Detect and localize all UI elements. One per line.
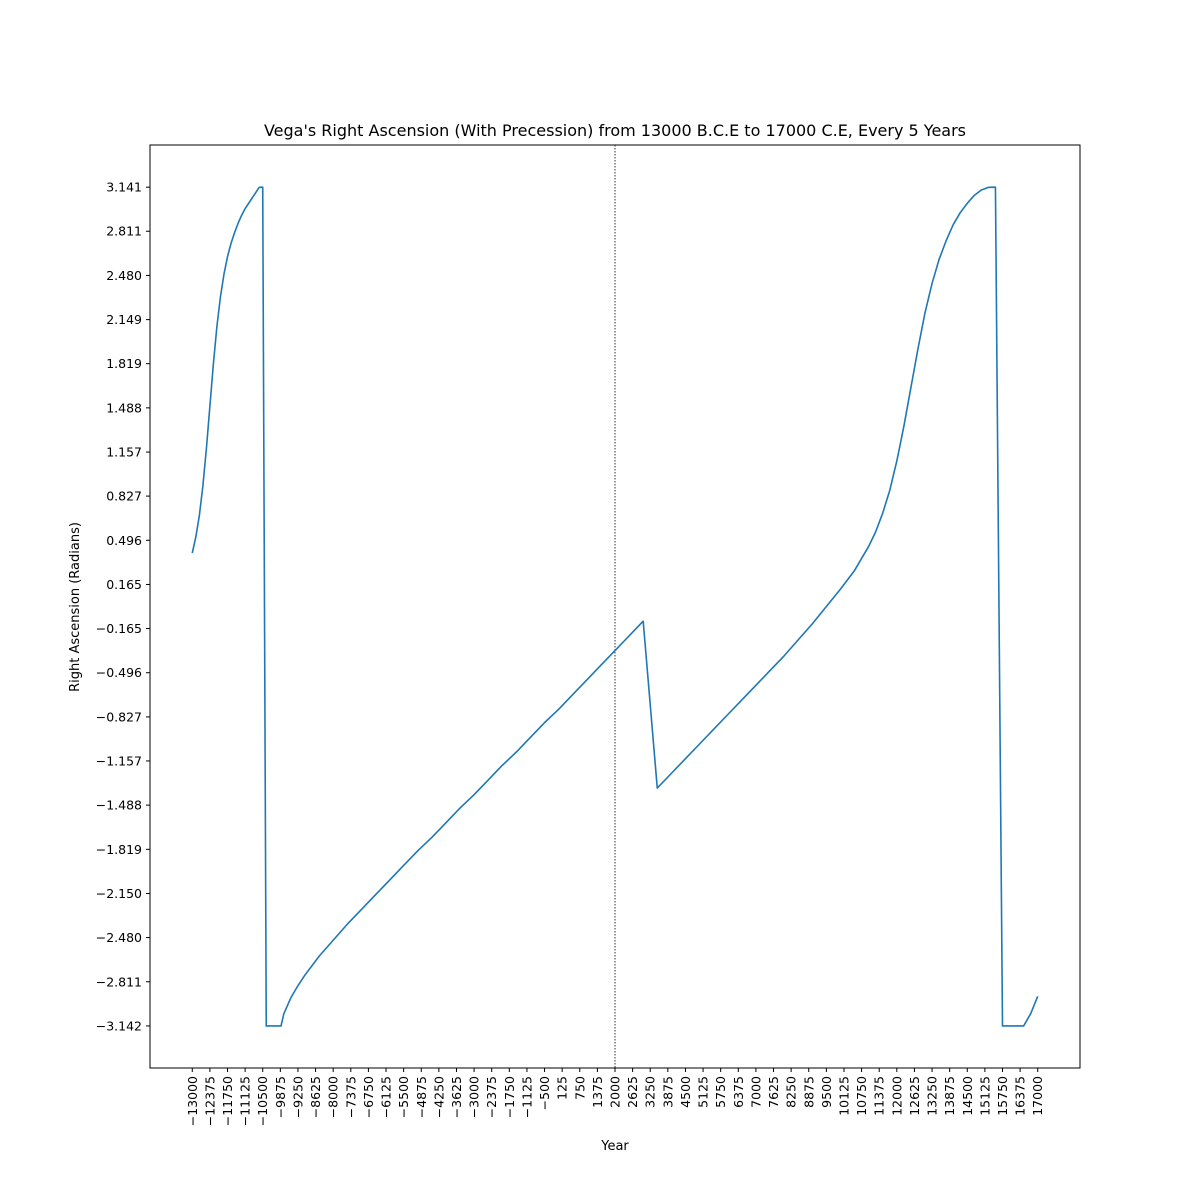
y-tick-label: 0.827: [106, 489, 142, 504]
x-tick-label: 12625: [907, 1076, 922, 1116]
x-tick-label: −6750: [361, 1076, 376, 1118]
x-tick-label: 13250: [925, 1076, 940, 1116]
x-tick-label: −8625: [308, 1076, 323, 1118]
x-tick-label: −5500: [396, 1076, 411, 1118]
x-tick-label: 12000: [889, 1076, 904, 1116]
y-tick-label: −2.480: [96, 930, 142, 945]
y-axis-label: Right Ascension (Radians): [68, 522, 83, 692]
x-tick-label: −4250: [431, 1076, 446, 1118]
y-tick-label: −0.165: [96, 621, 142, 636]
y-tick-label: 2.149: [106, 312, 142, 327]
x-tick-label: 750: [572, 1076, 587, 1100]
x-tick-label: 4500: [678, 1076, 693, 1108]
x-tick-label: −7375: [343, 1076, 358, 1118]
x-tick-label: −9250: [290, 1076, 305, 1118]
x-tick-label: −13000: [185, 1076, 200, 1126]
x-tick-label: 3250: [643, 1076, 658, 1108]
x-tick-label: 3875: [660, 1076, 675, 1108]
y-tick-label: 0.165: [106, 577, 142, 592]
x-tick-label: 6375: [731, 1076, 746, 1108]
x-tick-label: 8250: [784, 1076, 799, 1108]
x-tick-label: −11750: [220, 1076, 235, 1126]
y-tick-label: 2.811: [106, 224, 142, 239]
x-tick-label: 8875: [801, 1076, 816, 1108]
x-tick-label: 1375: [590, 1076, 605, 1108]
series-line-0: [191, 186, 1039, 1027]
y-tick-label: 1.488: [106, 400, 142, 415]
x-tick-label: −12375: [202, 1076, 217, 1126]
x-tick-label: 16375: [1013, 1076, 1028, 1116]
x-tick-label: −9875: [273, 1076, 288, 1118]
plot-frame: [149, 144, 1081, 1069]
x-tick-label: 11375: [872, 1076, 887, 1116]
x-tick-label: 14500: [960, 1076, 975, 1116]
x-axis-ticks: −13000 −12375 −11750 −11125 −10500 −9875 −9250…: [185, 1068, 1045, 1126]
x-tick-label: 2625: [625, 1076, 640, 1108]
chart-title: Vega's Right Ascension (With Precession)…: [264, 121, 966, 140]
x-tick-label: −3625: [449, 1076, 464, 1118]
x-tick-label: −6125: [379, 1076, 394, 1118]
x-tick-label: 7625: [766, 1076, 781, 1108]
x-tick-label: 17000: [1030, 1076, 1045, 1116]
y-tick-label: −0.496: [96, 665, 142, 680]
y-axis-ticks: 3.141 2.811 2.480 2.149 1.819 1.488 1.157 0.827…: [96, 180, 150, 1033]
plot-area: [191, 145, 1039, 1068]
x-tick-label: −1750: [502, 1076, 517, 1118]
y-tick-label: 2.480: [106, 268, 142, 283]
x-tick-label: −3000: [467, 1076, 482, 1118]
y-tick-label: −0.827: [96, 709, 142, 724]
x-tick-label: 5750: [713, 1076, 728, 1108]
y-tick-label: 1.819: [106, 356, 142, 371]
x-tick-label: 5125: [696, 1076, 711, 1108]
y-tick-label: 3.141: [106, 180, 142, 195]
x-tick-label: 15750: [995, 1076, 1010, 1116]
y-tick-label: −2.150: [96, 886, 142, 901]
x-tick-label: −11125: [238, 1076, 253, 1126]
x-tick-label: −2375: [484, 1076, 499, 1118]
y-tick-label: 0.496: [106, 533, 142, 548]
x-tick-label: −10500: [255, 1076, 270, 1126]
x-tick-label: 15125: [977, 1076, 992, 1116]
x-tick-label: −8000: [326, 1076, 341, 1118]
x-axis-label: Year: [600, 1139, 629, 1154]
x-tick-label: 13875: [942, 1076, 957, 1116]
x-tick-label: 10125: [836, 1076, 851, 1116]
x-tick-label: −500: [537, 1076, 552, 1110]
x-tick-label: 10750: [854, 1076, 869, 1116]
y-tick-label: 1.157: [106, 445, 142, 460]
x-tick-label: 7000: [748, 1076, 763, 1108]
y-tick-label: −3.142: [96, 1018, 142, 1033]
x-tick-label: 2000: [608, 1076, 623, 1108]
x-tick-label: −1125: [519, 1076, 534, 1118]
y-tick-label: −1.819: [96, 842, 142, 857]
y-tick-label: −2.811: [96, 974, 142, 989]
x-tick-label: −4875: [414, 1076, 429, 1118]
x-tick-label: 125: [555, 1076, 570, 1100]
y-tick-label: −1.488: [96, 798, 142, 813]
x-tick-label: 9500: [819, 1076, 834, 1108]
y-tick-label: −1.157: [96, 753, 142, 768]
